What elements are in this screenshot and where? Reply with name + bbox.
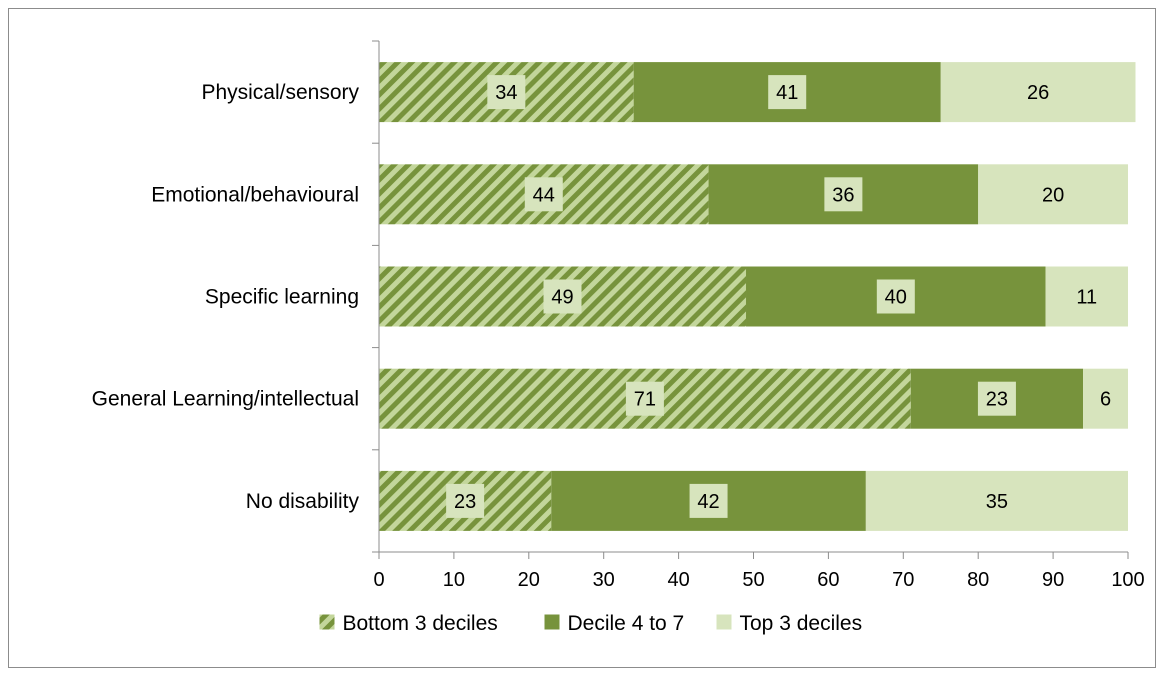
bar-segment-3: [865, 470, 1128, 531]
data-label: 23: [986, 389, 1008, 411]
category-label: Emotional/behavioural: [151, 183, 359, 206]
data-label: 23: [454, 491, 476, 513]
legend-swatch: [716, 614, 732, 630]
data-label-box: [446, 483, 485, 518]
x-tick-label: 30: [593, 569, 615, 591]
data-label: 36: [832, 184, 854, 206]
data-label: 11: [1076, 287, 1097, 309]
data-label-box: [543, 279, 582, 314]
x-tick-label: 70: [892, 569, 914, 591]
x-tick-label: 60: [817, 569, 839, 591]
stacked-bar-chart: 0 10 20 30 40 50 60 70 80 90 100 Physical/sensory 3…: [92, 40, 1145, 635]
data-label: 26: [1027, 82, 1049, 104]
category-label: General Learning/intellectual: [92, 388, 359, 411]
bar-segment-3: [978, 164, 1128, 225]
x-tick-label: 90: [1042, 569, 1064, 591]
data-label: 41: [776, 82, 798, 104]
data-label: 6: [1100, 389, 1111, 411]
category-label: Physical/sensory: [201, 81, 359, 104]
bar-segment-3: [1045, 266, 1128, 327]
bar-segment-3: [940, 62, 1136, 123]
data-label-box: [625, 381, 664, 416]
data-label-box: [824, 177, 863, 212]
x-tick-label: 40: [667, 569, 689, 591]
bar-segment-3: [1083, 368, 1128, 429]
data-label-box: [487, 75, 526, 110]
data-label: 71: [634, 389, 656, 411]
x-tick-label: 100: [1111, 569, 1144, 591]
data-label: 20: [1042, 184, 1064, 206]
data-label: 40: [885, 287, 907, 309]
category-label: Specific learning: [205, 286, 359, 309]
x-tick-label: 80: [967, 569, 989, 591]
data-label-box: [977, 381, 1016, 416]
legend-label: Decile 4 to 7: [568, 612, 685, 635]
data-label-box: [524, 177, 563, 212]
data-label: 44: [533, 184, 555, 206]
data-label: 42: [697, 491, 719, 513]
x-tick-label: 50: [742, 569, 764, 591]
x-tick-label: 10: [443, 569, 465, 591]
data-label-box: [876, 279, 915, 314]
x-tick-label: 0: [373, 569, 384, 591]
data-label-box: [689, 483, 728, 518]
data-label: 35: [986, 491, 1008, 513]
chart-frame: 0 10 20 30 40 50 60 70 80 90 100 Physical/sensory 3…: [8, 8, 1156, 668]
legend-label: Top 3 deciles: [740, 612, 863, 635]
x-tick-label: 20: [518, 569, 540, 591]
legend-swatch: [544, 614, 560, 630]
data-label: 34: [495, 82, 517, 104]
category-label: No disability: [246, 490, 360, 513]
legend-swatch: [319, 614, 335, 630]
data-label: 49: [551, 287, 573, 309]
data-label-box: [768, 75, 807, 110]
legend-label: Bottom 3 deciles: [343, 612, 498, 635]
